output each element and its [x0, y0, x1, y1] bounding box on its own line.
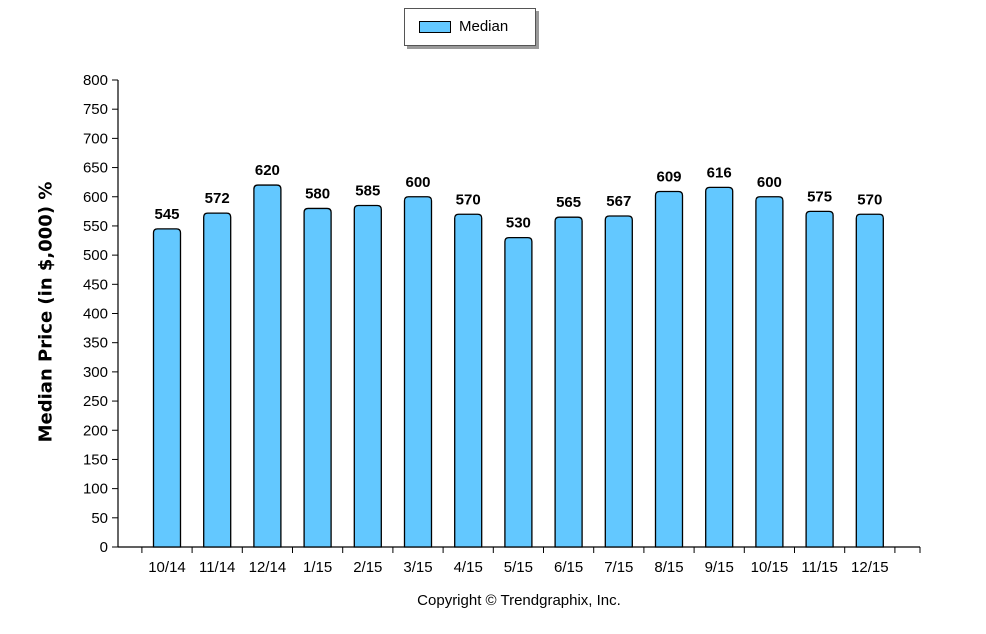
bar-8-15 — [654, 190, 684, 548]
y-tick-label: 200 — [83, 422, 108, 439]
data-label: 572 — [205, 190, 230, 207]
bar-9-15 — [705, 186, 734, 548]
x-tick-label: 9/15 — [705, 559, 734, 576]
legend: Median — [404, 8, 536, 46]
data-label: 570 — [456, 191, 481, 208]
y-tick-label: 250 — [83, 393, 108, 410]
bar-12-14 — [253, 184, 282, 548]
y-tick-label: 400 — [83, 306, 108, 323]
y-axis-title: Median Price (in $,000) % — [35, 181, 57, 443]
y-tick-label: 650 — [83, 160, 108, 177]
y-tick-label: 750 — [83, 101, 108, 118]
bar-6-15 — [554, 216, 583, 548]
x-tick-label: 1/15 — [303, 559, 332, 576]
bars — [152, 184, 884, 548]
data-label: 620 — [255, 162, 280, 179]
x-tick-label: 10/14 — [148, 559, 186, 576]
y-tick-label: 500 — [83, 247, 108, 264]
y-tick-label: 0 — [100, 539, 108, 556]
legend-label-median: Median — [459, 18, 509, 35]
data-label: 585 — [355, 183, 380, 200]
bar-5-15 — [504, 236, 533, 548]
x-tick-label: 5/15 — [504, 559, 533, 576]
data-label: 575 — [807, 188, 832, 205]
data-label: 609 — [656, 168, 681, 185]
bar-1-15 — [303, 207, 332, 548]
bar-12-15 — [855, 213, 884, 548]
x-tick-label: 8/15 — [654, 559, 683, 576]
bar-7-15 — [604, 215, 633, 548]
x-tick-label: 12/15 — [851, 559, 889, 576]
x-tick-label: 4/15 — [454, 559, 483, 576]
bar-2-15 — [353, 204, 382, 548]
x-axis: 10/14 11/14 12/14 1/15 2/15 3/15 4/15 5/15 6/15 7… — [118, 546, 921, 576]
copyright-text: Copyright © Trendgraphix, Inc. — [417, 592, 621, 609]
data-label: 580 — [305, 185, 330, 202]
x-tick-label: 11/14 — [199, 559, 235, 576]
y-axis: 0 50 100 150 200 250 300 350 400 450 500 550 600 650 7… — [83, 72, 119, 556]
y-tick-label: 50 — [91, 510, 108, 527]
y-tick-label: 450 — [83, 276, 108, 293]
y-tick-label: 700 — [83, 130, 108, 147]
value-labels: 545 572 620 580 585 600 570 530 565 567 609 616 600 5… — [154, 162, 882, 232]
y-tick-label: 550 — [83, 218, 108, 235]
y-tick-label: 350 — [83, 335, 108, 352]
bar-10-15 — [755, 196, 784, 548]
legend-swatch-median — [419, 21, 451, 33]
data-label: 570 — [857, 191, 882, 208]
y-tick-label: 300 — [83, 364, 108, 381]
x-tick-label: 2/15 — [353, 559, 382, 576]
y-tick-label: 600 — [83, 189, 108, 206]
x-tick-label: 3/15 — [403, 559, 432, 576]
x-tick-label: 12/14 — [249, 559, 287, 576]
data-label: 567 — [606, 193, 631, 210]
x-tick-label: 10/15 — [751, 559, 789, 576]
data-label: 616 — [707, 164, 732, 181]
data-label: 545 — [154, 206, 179, 223]
y-tick-label: 150 — [83, 451, 108, 468]
bar-11-14 — [203, 212, 232, 548]
data-label: 530 — [506, 215, 531, 232]
x-tick-label: 11/15 — [801, 559, 837, 576]
y-tick-label: 100 — [83, 481, 108, 498]
bar-10-14 — [152, 228, 182, 548]
data-label: 600 — [757, 174, 782, 191]
y-tick-label: 800 — [83, 72, 108, 89]
bar-3-15 — [403, 196, 433, 548]
data-label: 600 — [405, 174, 430, 191]
x-tick-label: 6/15 — [554, 559, 583, 576]
x-tick-label: 7/15 — [604, 559, 633, 576]
bar-11-15 — [805, 210, 834, 548]
data-label: 565 — [556, 194, 581, 211]
bar-4-15 — [454, 213, 483, 548]
